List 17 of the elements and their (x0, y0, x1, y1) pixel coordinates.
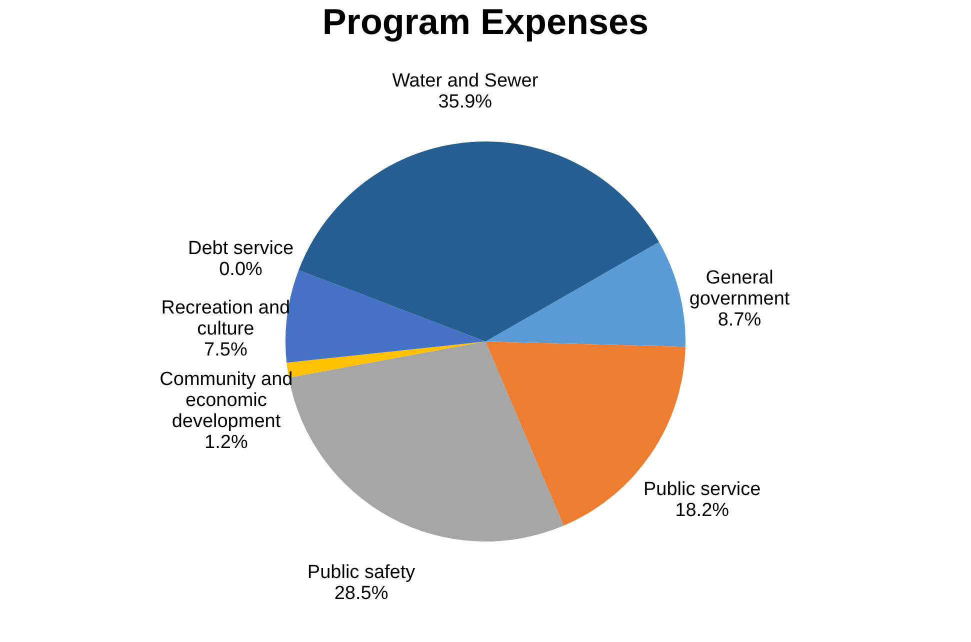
slice-label: Public safety (307, 562, 416, 584)
pie-slice (486, 242, 686, 347)
slice-label: Community and economic development (160, 369, 293, 432)
slice-label: Recreation and culture (161, 298, 290, 340)
data-label: 28.5% (334, 583, 388, 604)
slice-label: Water and Sewer (392, 70, 539, 92)
data-label: 35.9% (438, 91, 492, 112)
category-label: Debt service (188, 238, 294, 259)
pie-slice (298, 142, 659, 342)
data-label: 18.2% (675, 500, 730, 521)
data-label: 1.2% (204, 432, 248, 454)
text: 0.0% (219, 258, 262, 280)
slice-label: General government (689, 267, 790, 310)
slice-label: Public service (643, 478, 761, 500)
data-label: 8.7% (718, 309, 762, 330)
data-label: 7.5% (204, 340, 248, 361)
chart-title: Program Expenses (322, 1, 649, 42)
